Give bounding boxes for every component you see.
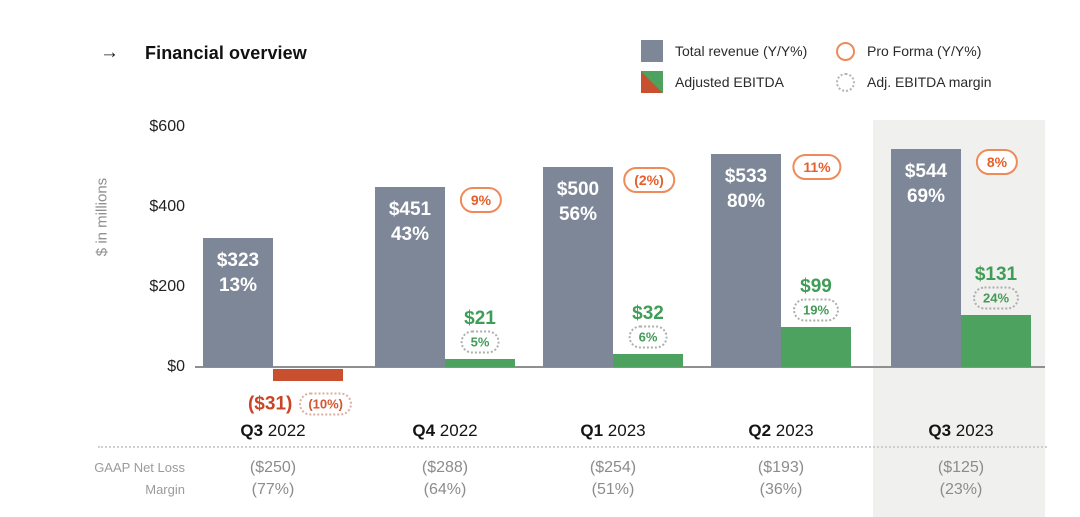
- revenue-yoy-label: 43%: [390, 223, 430, 245]
- ebitda-bar-negative: [273, 369, 343, 382]
- table-cell-margin: (23%): [939, 481, 983, 498]
- x-axis-category-label: Q3 2023: [928, 421, 993, 441]
- table-cell-gaap-net-loss: ($193): [757, 459, 805, 476]
- ebitda-margin-badge: 6%: [628, 325, 668, 349]
- quarter-label-year: 2022: [267, 421, 306, 440]
- revenue-bar: [543, 167, 613, 367]
- pro-forma-badge: 9%: [459, 186, 503, 213]
- ebitda-margin-badge: 24%: [972, 286, 1020, 310]
- quarter-label-bold: Q3: [240, 421, 264, 440]
- x-axis-category-label: Q3 2022: [240, 421, 305, 441]
- revenue-value-label: $500: [556, 179, 600, 200]
- revenue-bar-label: $533 80%: [711, 164, 781, 214]
- revenue-bar-label: $323 13%: [203, 248, 273, 298]
- legend-pro-forma-label: Pro Forma (Y/Y%): [867, 43, 982, 59]
- table-cell-margin: (64%): [423, 481, 467, 498]
- pro-forma-badge: 8%: [975, 149, 1019, 176]
- quarter-label-bold: Q4: [412, 421, 436, 440]
- quarter-label-bold: Q3: [928, 421, 952, 440]
- adjusted-ebitda-swatch-icon: [641, 71, 663, 93]
- revenue-yoy-label: 56%: [558, 204, 598, 225]
- ebitda-bar: [445, 358, 515, 367]
- revenue-bar: [203, 237, 273, 367]
- y-axis-title: $ in millions: [93, 177, 111, 257]
- revenue-value-label: $323: [216, 249, 260, 271]
- x-axis-category-label: Q4 2022: [412, 421, 477, 441]
- y-axis-tick-label: $200: [149, 278, 185, 295]
- y-axis-tick-label: $400: [149, 198, 185, 215]
- ebitda-bar: [961, 314, 1031, 367]
- ebitda-margin-badge: 19%: [792, 298, 840, 322]
- table-row-label-gaap-net-loss: GAAP Net Loss: [94, 460, 185, 475]
- ebitda-margin-dotted-circle-icon: [836, 72, 855, 92]
- table-divider: [98, 446, 1047, 448]
- revenue-bar-label: $544 69%: [891, 159, 961, 209]
- revenue-bar: [891, 149, 961, 367]
- page-title: Financial overview: [145, 43, 307, 63]
- table-cell-gaap-net-loss: ($250): [249, 459, 297, 476]
- arrow-right-icon: →: [100, 42, 119, 63]
- ebitda-margin-badge: 5%: [460, 330, 500, 354]
- total-revenue-swatch-icon: [641, 40, 663, 62]
- table-cell-margin: (77%): [251, 481, 295, 498]
- table-cell-gaap-net-loss: ($288): [421, 459, 469, 476]
- table-cell-margin: (51%): [591, 481, 635, 498]
- quarter-label-year: 2022: [439, 421, 478, 440]
- revenue-bar: [375, 186, 445, 367]
- legend-adjusted-ebitda-label: Adjusted EBITDA: [675, 74, 784, 90]
- ebitda-value-label: ($31): [247, 393, 293, 414]
- table-cell-margin: (36%): [759, 481, 803, 498]
- revenue-yoy-label: 69%: [906, 186, 946, 208]
- x-axis-line: [195, 366, 1045, 368]
- pro-forma-circle-icon: [836, 41, 855, 61]
- ebitda-bar: [781, 327, 851, 367]
- x-axis-category-label: Q2 2023: [748, 421, 813, 441]
- revenue-value-label: $544: [904, 161, 948, 183]
- quarter-label-year: 2023: [955, 421, 994, 440]
- quarter-label-year: 2023: [775, 421, 814, 440]
- quarter-label-bold: Q2: [748, 421, 772, 440]
- y-axis-tick-label: $0: [167, 358, 185, 375]
- table-row-label-margin: Margin: [145, 482, 185, 497]
- pro-forma-badge: (2%): [623, 167, 675, 193]
- revenue-bar: [711, 153, 781, 367]
- revenue-yoy-label: 13%: [218, 274, 258, 296]
- x-axis-category-label: Q1 2023: [580, 421, 645, 441]
- pro-forma-badge: 11%: [792, 153, 842, 180]
- chart-legend: Total revenue (Y/Y%) Pro Forma (Y/Y%) Ad…: [641, 40, 992, 93]
- table-cell-gaap-net-loss: ($125): [937, 459, 985, 476]
- y-axis-tick-label: $600: [149, 118, 185, 135]
- revenue-value-label: $533: [724, 165, 768, 187]
- ebitda-bar: [613, 354, 683, 367]
- ebitda-value-label: $99: [800, 276, 832, 298]
- ebitda-margin-badge: (10%): [299, 392, 353, 416]
- revenue-bar-label: $500 56%: [543, 177, 613, 227]
- ebitda-negative-labels: ($31) (10%): [247, 392, 353, 416]
- quarter-label-year: 2023: [607, 421, 646, 440]
- legend-ebitda-margin-label: Adj. EBITDA margin: [867, 74, 992, 90]
- ebitda-value-label: $32: [632, 303, 664, 325]
- revenue-value-label: $451: [388, 198, 432, 220]
- revenue-bar-label: $451 43%: [375, 197, 445, 247]
- quarter-label-bold: Q1: [580, 421, 604, 440]
- revenue-yoy-label: 80%: [726, 190, 766, 212]
- ebitda-value-label: $21: [464, 307, 496, 329]
- table-cell-gaap-net-loss: ($254): [589, 459, 637, 476]
- ebitda-value-label: $131: [974, 263, 1018, 285]
- legend-total-revenue-label: Total revenue (Y/Y%): [675, 43, 808, 59]
